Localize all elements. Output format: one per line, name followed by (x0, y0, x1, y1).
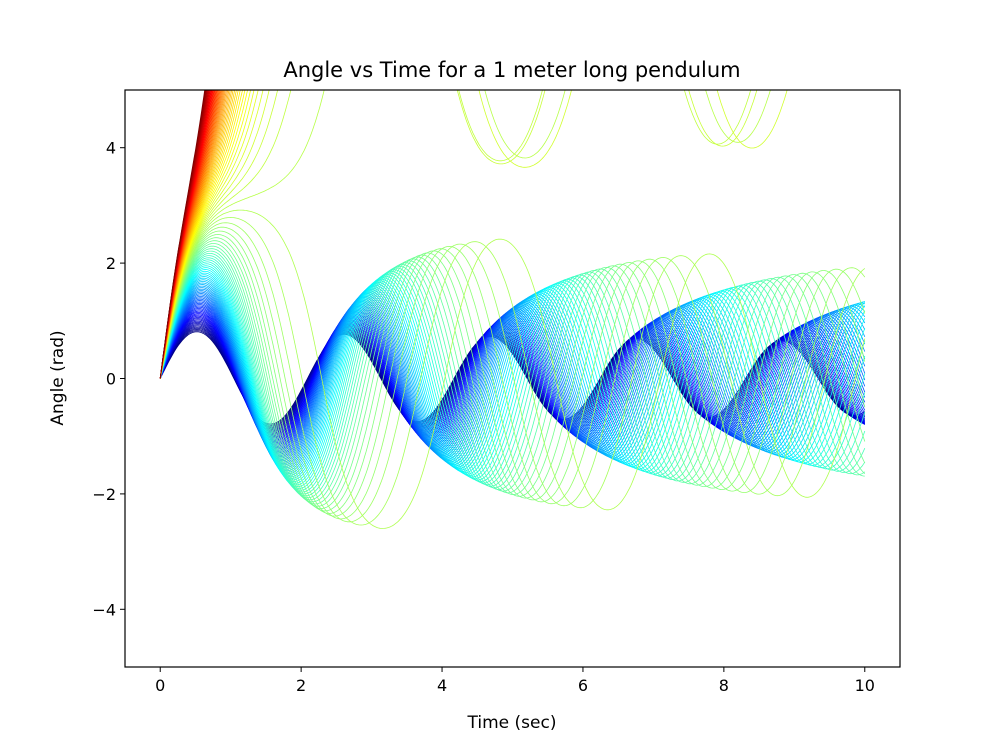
series-line (159, 90, 752, 379)
y-tick-label: −2 (92, 485, 116, 504)
series-line (159, 90, 259, 379)
y-tick-label: −4 (92, 600, 116, 619)
series-line (159, 90, 206, 379)
series-line (159, 90, 243, 379)
series-lines (159, 90, 866, 529)
series-line (159, 216, 866, 526)
series-line (159, 230, 866, 517)
series-line (159, 209, 866, 529)
series-line (159, 90, 255, 379)
x-tick-label: 8 (719, 676, 729, 695)
series-line (159, 90, 251, 379)
x-tick-label: 0 (155, 676, 165, 695)
x-tick-label: 2 (296, 676, 306, 695)
x-tick-label: 6 (578, 676, 588, 695)
series-line (159, 319, 865, 436)
series-line (159, 90, 237, 379)
x-tick-label: 4 (437, 676, 447, 695)
series-line (159, 90, 239, 379)
series-line (159, 252, 866, 499)
x-axis-label: Time (sec) (467, 713, 557, 733)
y-tick-label: 4 (106, 139, 116, 158)
series-line (159, 257, 866, 495)
x-tick-label: 10 (855, 676, 875, 695)
series-line (159, 240, 866, 509)
series-line (159, 90, 264, 379)
series-line (159, 245, 865, 505)
series-line (159, 90, 771, 379)
y-tick-label: 0 (106, 370, 116, 389)
series-line (159, 259, 866, 493)
series-line (159, 237, 866, 512)
series-line (159, 90, 246, 379)
chart-title: Angle vs Time for a 1 meter long pendulu… (283, 58, 740, 82)
series-line (159, 226, 866, 520)
series-line (159, 90, 241, 379)
series-line (159, 265, 866, 488)
series-line (159, 323, 865, 433)
y-tick-label: 2 (106, 254, 116, 273)
series-line (159, 90, 788, 379)
series-line (159, 326, 865, 429)
y-axis-label: Angle (rad) (48, 330, 68, 425)
series-line (159, 267, 866, 486)
series-line (159, 90, 758, 379)
series-line (159, 325, 865, 431)
series-line (159, 90, 248, 379)
series-line (159, 318, 865, 438)
x-axis-ticks: 0 2 4 6 8 10 (155, 667, 875, 695)
series-line (159, 248, 866, 503)
series-line (159, 234, 866, 514)
y-axis-ticks: −4 −2 0 2 4 (92, 139, 125, 619)
series-line (159, 311, 866, 444)
series-line (159, 222, 866, 523)
